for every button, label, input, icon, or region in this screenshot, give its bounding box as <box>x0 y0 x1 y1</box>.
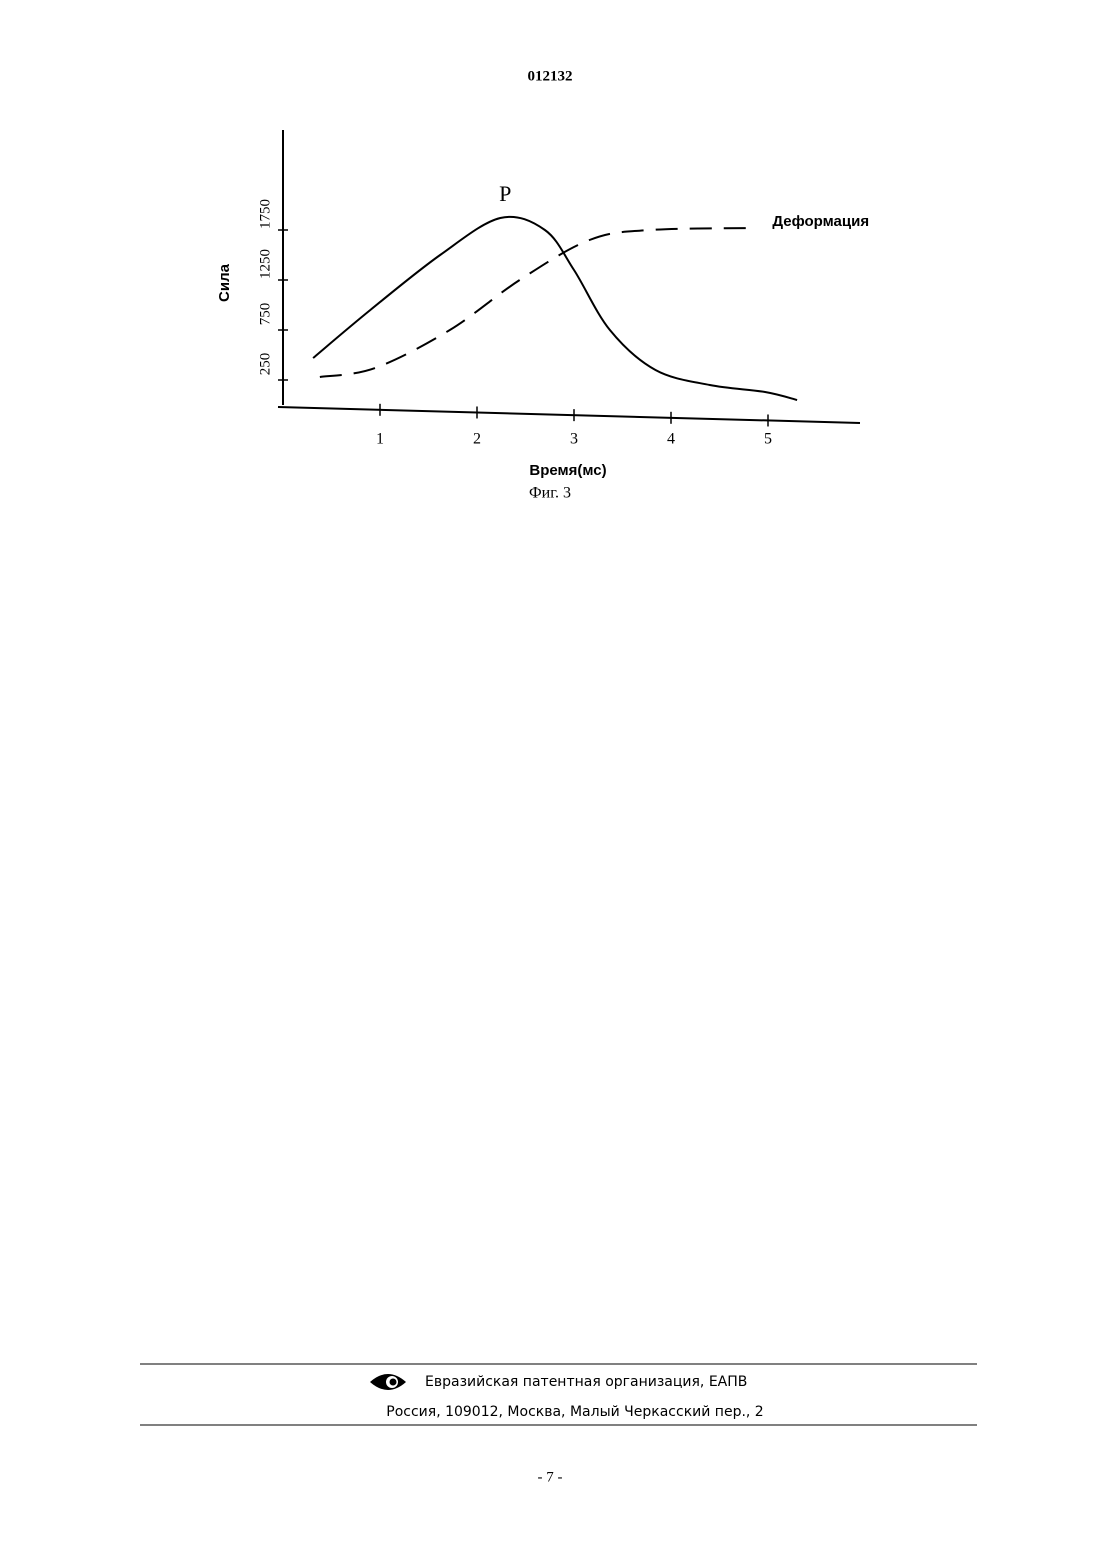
page: 012132 Сила Время(мс) Фиг. 3 Евразийская… <box>0 0 1100 1556</box>
x-tick-label: 3 <box>570 431 578 448</box>
x-axis-label: Время(мс) <box>529 462 606 479</box>
x-tick-label: 4 <box>667 431 675 448</box>
footer-address: Россия, 109012, Москва, Малый Черкасский… <box>386 1404 763 1420</box>
x-tick-label: 2 <box>473 431 481 448</box>
y-tick-label: 750 <box>257 303 273 326</box>
page-number: - 7 - <box>538 1469 563 1485</box>
series-label: Деформация <box>772 213 869 230</box>
x-tick-label: 5 <box>764 431 772 448</box>
x-tick-label: 1 <box>376 431 384 448</box>
document-number: 012132 <box>528 68 573 84</box>
footer-organization: Евразийская патентная организация, ЕАПВ <box>425 1374 747 1390</box>
y-tick-label: 1250 <box>257 249 273 279</box>
series-label: P <box>499 181 511 206</box>
y-tick-label: 250 <box>257 353 273 376</box>
y-tick-label: 1750 <box>257 199 273 229</box>
y-axis-label: Сила <box>216 263 233 302</box>
figure-caption: Фиг. 3 <box>529 485 571 502</box>
